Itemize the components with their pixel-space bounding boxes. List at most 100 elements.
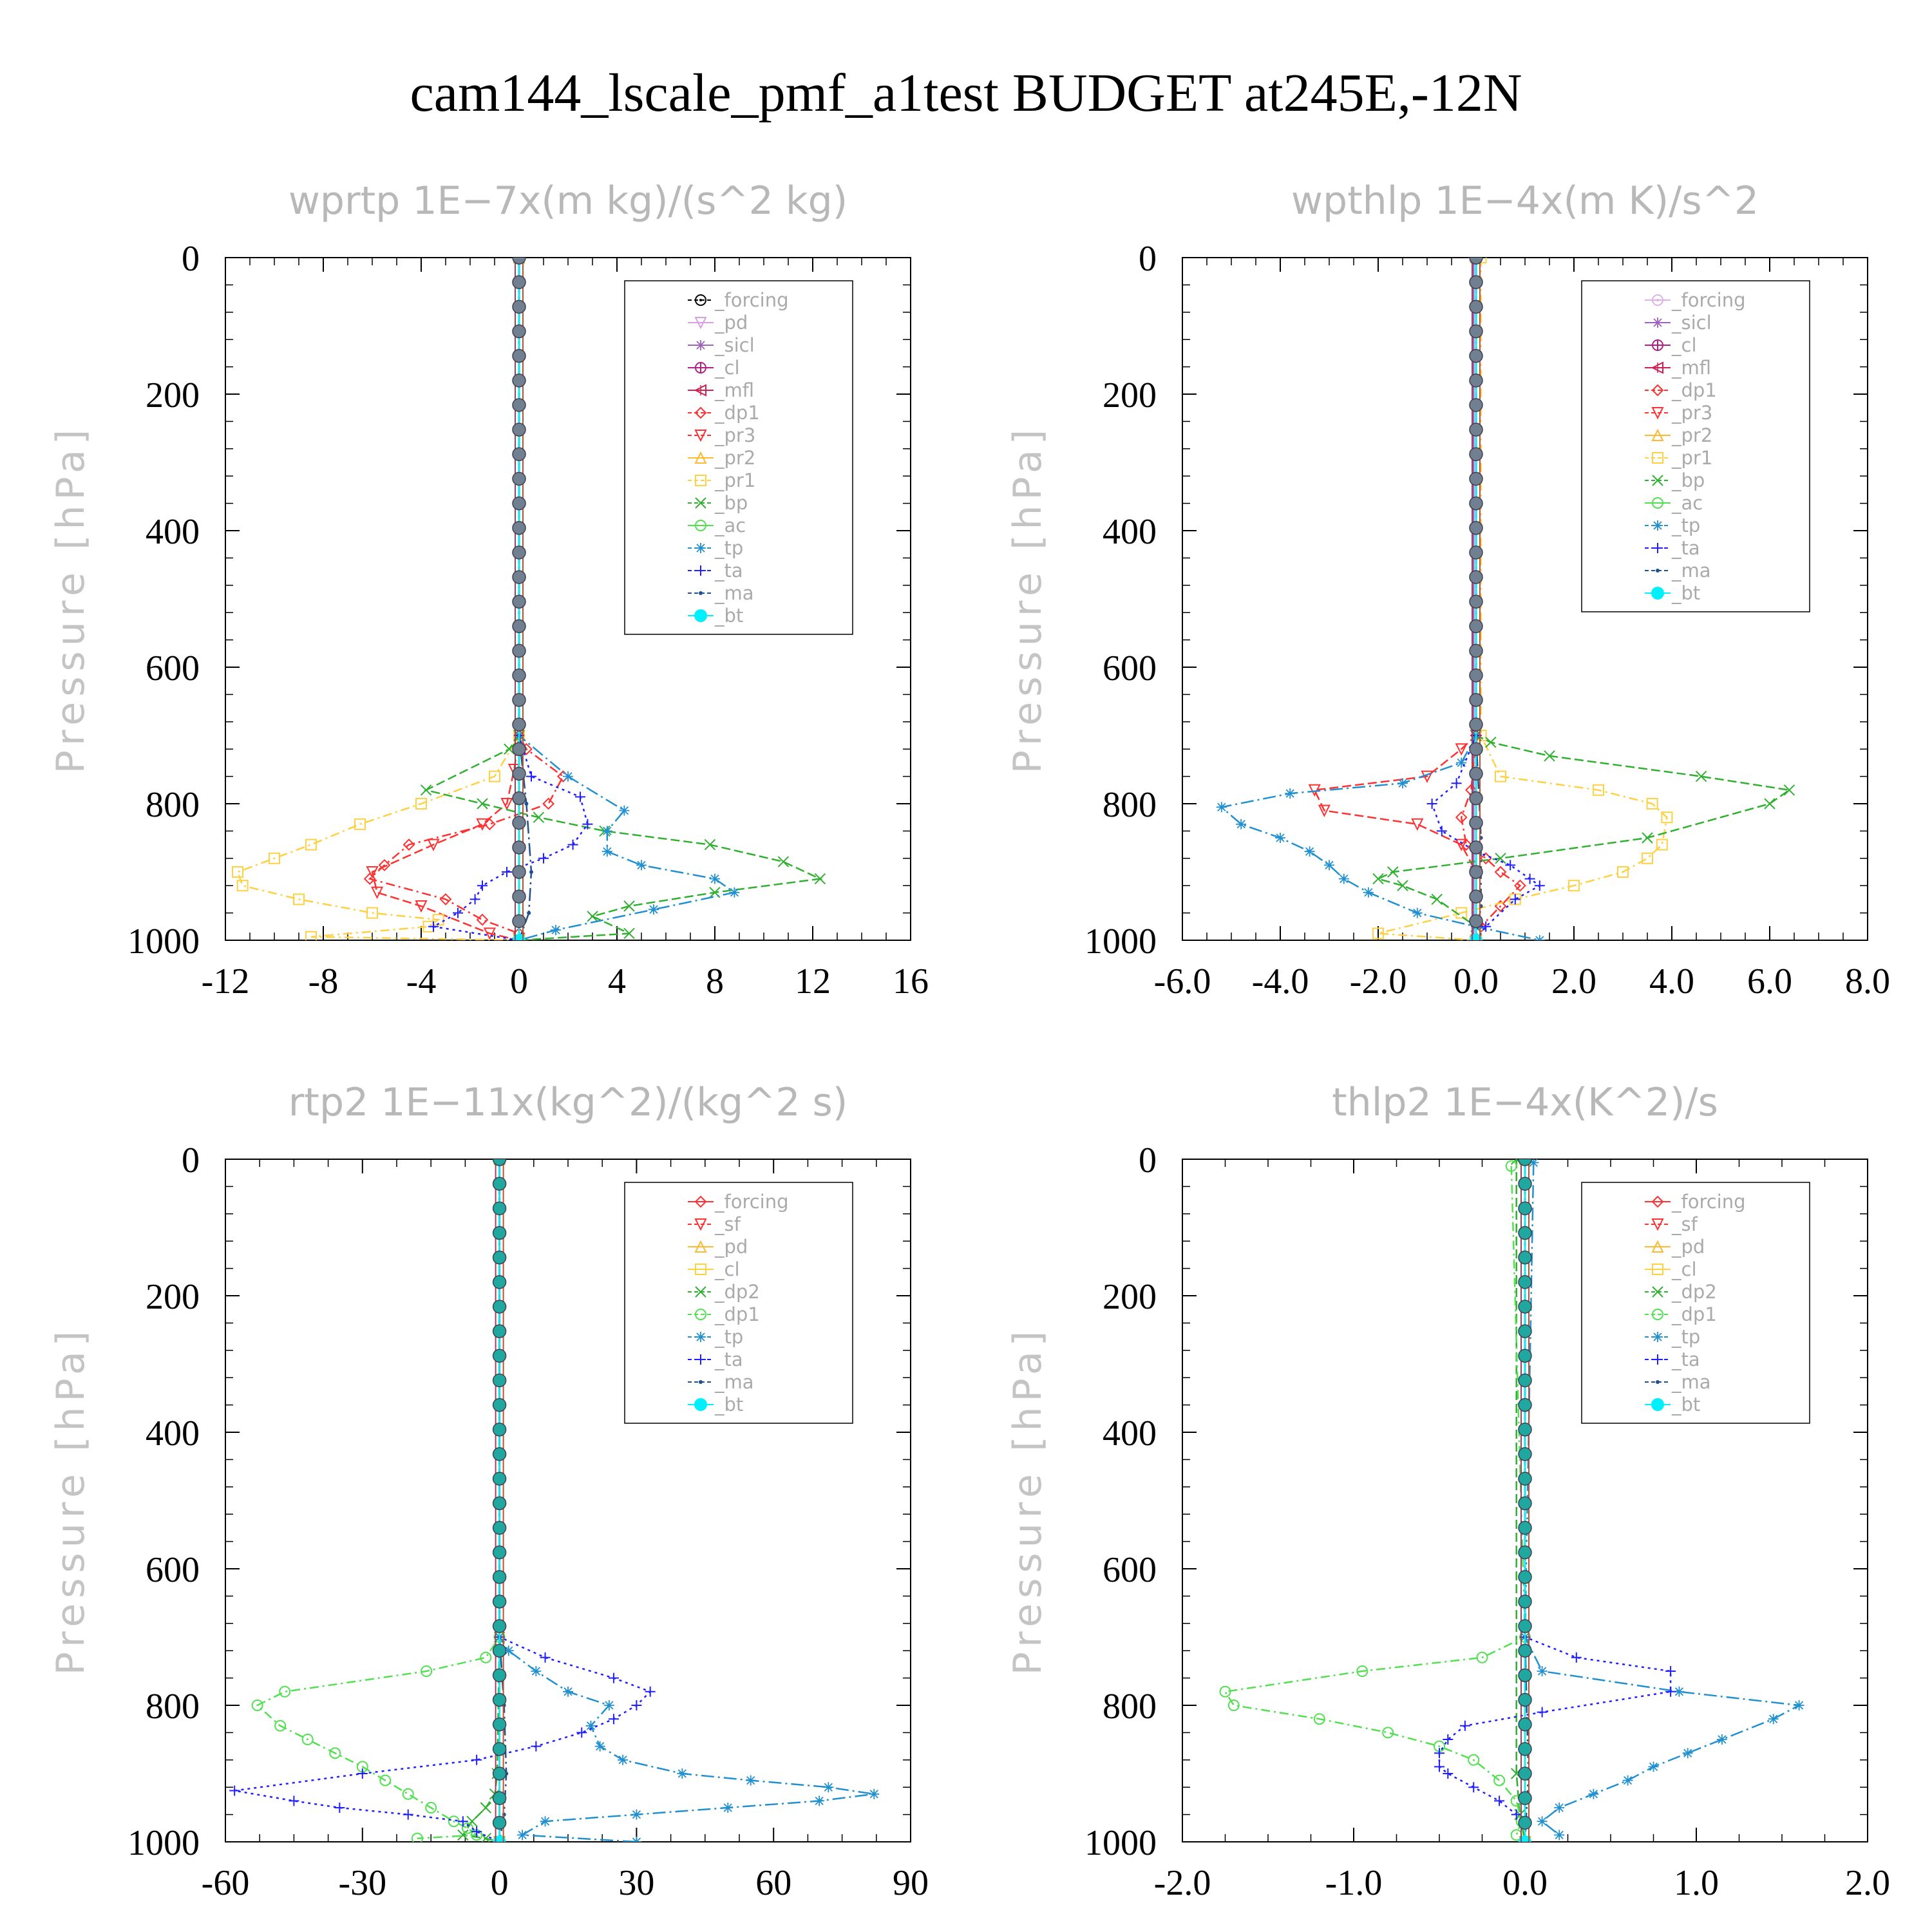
level-marker xyxy=(1518,1250,1532,1265)
level-marker xyxy=(1469,398,1483,412)
legend-box xyxy=(1581,1182,1810,1424)
x-tick-label: -60 xyxy=(202,1863,250,1903)
legend-label: _mfl xyxy=(1671,357,1711,379)
marker_dp2 xyxy=(480,1802,492,1814)
legend-label: _mfl xyxy=(714,379,754,401)
level-marker xyxy=(1518,1300,1532,1314)
legend-marker xyxy=(694,609,707,622)
legend-box xyxy=(624,280,853,635)
marker_dp1 xyxy=(402,1788,414,1800)
x-tick-label: -4.0 xyxy=(1252,961,1309,1001)
marker_tp xyxy=(631,1809,642,1820)
series_dp1 xyxy=(1455,258,1526,940)
level-marker xyxy=(1518,1324,1532,1338)
plot-area xyxy=(229,1159,880,1842)
marker_ta xyxy=(469,894,480,905)
legend-marker xyxy=(696,340,706,350)
marker_tp xyxy=(745,1775,756,1786)
marker_bp xyxy=(777,856,790,867)
legend-label: _tp xyxy=(1671,1326,1700,1348)
marker_tp xyxy=(551,925,561,936)
level-marker xyxy=(1518,1668,1532,1683)
marker_bp xyxy=(1642,832,1653,844)
level-marker xyxy=(492,1595,507,1609)
level-marker xyxy=(492,1397,507,1412)
marker_dp1 xyxy=(439,893,452,905)
level-marker xyxy=(1518,1201,1532,1216)
level-marker xyxy=(492,1447,507,1461)
series_dp1 xyxy=(1219,1160,1531,1841)
y-tick-label: 0 xyxy=(1139,239,1157,279)
marker_ta xyxy=(1443,1768,1454,1779)
legend-label: _ta xyxy=(1671,537,1700,559)
marker_bt xyxy=(513,934,526,940)
marker_pr1 xyxy=(293,893,305,905)
marker_ta xyxy=(477,880,488,891)
legend-marker xyxy=(1656,569,1660,573)
legend-label: _cl xyxy=(714,357,740,379)
marker_tp xyxy=(729,887,740,898)
line_dp1 xyxy=(1224,1166,1526,1835)
marker_dp1 xyxy=(1468,1754,1480,1766)
marker_dp1 xyxy=(1513,879,1526,892)
level-marker xyxy=(512,521,526,535)
marker_tp xyxy=(649,904,659,915)
marker_ta xyxy=(1665,1686,1676,1697)
level-marker xyxy=(1518,1692,1532,1707)
legend-marker xyxy=(695,520,706,531)
line_ta xyxy=(1438,1159,1672,1815)
marker_bp xyxy=(623,900,635,912)
legend-label: _dp1 xyxy=(1671,1303,1717,1325)
marker_tp xyxy=(563,1686,573,1697)
marker_tp xyxy=(1768,1714,1779,1725)
marker_bp xyxy=(1695,770,1707,782)
marker_bp xyxy=(1397,880,1408,891)
marker_dp1 xyxy=(279,1685,291,1698)
level-marker xyxy=(1469,815,1483,830)
legend-marker xyxy=(1653,1332,1663,1342)
panel-title: thlp2 1E−4x(K^2)/s xyxy=(1332,1080,1718,1125)
x-tick-label: 12 xyxy=(795,961,831,1001)
level-marker-column xyxy=(1518,1159,1532,1842)
marker_tp xyxy=(1554,1803,1565,1813)
panel-title: rtp2 1E−11x(kg^2)/(kg^2 s) xyxy=(289,1080,848,1125)
legend-marker xyxy=(1651,407,1664,420)
marker_pr3 xyxy=(370,886,384,900)
marker_tp xyxy=(1622,1775,1633,1786)
legend: _forcing_sicl_cl_mfl_dp1_pr3_pr2_pr1_bp_… xyxy=(1581,280,1810,612)
marker_ta xyxy=(567,839,578,850)
marker_pr1 xyxy=(269,852,280,864)
marker_pr3 xyxy=(366,866,379,879)
legend-label: _pr2 xyxy=(714,447,755,469)
x-tick-label: 8 xyxy=(706,961,724,1001)
level-marker xyxy=(1469,348,1483,363)
y-tick-label: 400 xyxy=(1103,1414,1157,1454)
level-marker xyxy=(492,1545,507,1560)
legend: _forcing_sf_pd_cl_dp2_dp1_tp_ta_ma_bt xyxy=(624,1182,853,1424)
legend-label: _dp1 xyxy=(714,1303,760,1325)
marker_ta xyxy=(631,1700,642,1710)
marker_tp xyxy=(1554,1830,1565,1841)
legend-label: _ma xyxy=(1671,1371,1711,1393)
marker_ta xyxy=(1534,880,1545,891)
marker_ta xyxy=(645,1686,656,1697)
marker_tp xyxy=(677,1768,688,1779)
marker_ta xyxy=(457,1816,468,1827)
marker_bp xyxy=(1431,893,1443,905)
level-marker xyxy=(512,619,526,634)
legend-box xyxy=(1581,280,1810,612)
marker_tp xyxy=(540,1816,551,1827)
legend-label: _forcing xyxy=(714,289,789,311)
y-tick-label: 400 xyxy=(1103,512,1157,552)
marker_tp xyxy=(1285,788,1296,799)
level-marker xyxy=(512,717,526,732)
level-marker xyxy=(512,889,526,904)
y-axis-label: Pressure [hPa] xyxy=(48,1326,93,1675)
marker_tp xyxy=(1537,1666,1548,1676)
level-marker xyxy=(1469,545,1483,560)
level-marker xyxy=(512,422,526,437)
legend-marker xyxy=(1651,1218,1664,1231)
legend-marker xyxy=(1652,294,1663,306)
marker_dp1 xyxy=(476,913,489,926)
marker_dp1 xyxy=(480,1651,492,1663)
